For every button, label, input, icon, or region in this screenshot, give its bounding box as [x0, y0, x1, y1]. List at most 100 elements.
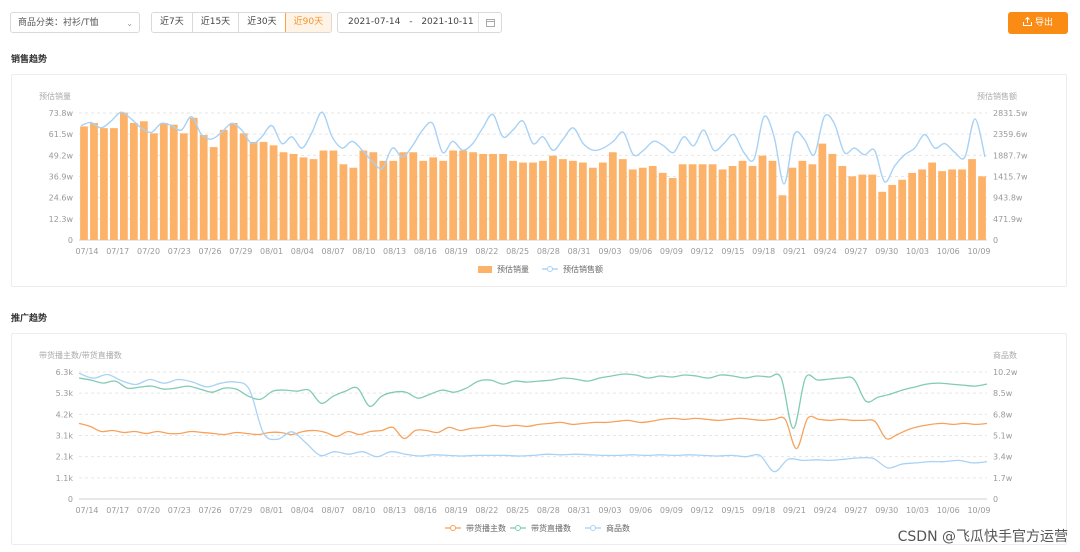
promo-x-tick-label: 09/30	[875, 506, 898, 515]
promo-chart-panel: 0 0 1.1k 1.7w 2.1k 3.4w 3.1k 5.1w 4.2k 6.8w 5.3k 8.…	[11, 333, 1067, 545]
sales-y-tick-label: 61.5w	[49, 130, 74, 139]
legend-swatch-sales-volume	[478, 266, 492, 273]
sales-x-tick-label: 08/22	[475, 247, 498, 256]
sales-bar	[529, 162, 537, 240]
sales-x-tick-label: 08/28	[537, 247, 560, 256]
sales-bar	[818, 143, 827, 240]
range-7d-button[interactable]: 近7天	[152, 13, 193, 32]
sales-bar	[549, 155, 557, 240]
sales-x-tick-label: 08/31	[568, 247, 591, 256]
sales-y-tick-label: 0	[68, 236, 73, 245]
sales-bar	[80, 126, 88, 240]
legend-label-sales-volume: 预估销量	[497, 264, 529, 274]
date-separator: -	[409, 17, 413, 27]
sales-bar	[339, 164, 348, 240]
sales-bar	[648, 166, 657, 240]
legend-label-product-count: 商品数	[606, 523, 630, 533]
export-label: 导出	[1034, 18, 1053, 28]
sales-right-axis-title: 预估销售额	[977, 91, 1017, 101]
sales-bar	[598, 162, 607, 240]
sales-bar	[129, 122, 138, 240]
sales-x-tick-label: 09/24	[814, 247, 837, 256]
promo-right-axis-title: 商品数	[993, 350, 1017, 360]
promo-x-tick-label: 09/09	[660, 506, 683, 515]
sales-bar	[479, 153, 488, 240]
range-30d-button[interactable]: 近30天	[239, 13, 286, 32]
sales-x-tick-label: 09/27	[844, 247, 867, 256]
sales-bar	[618, 159, 627, 240]
promo-x-tick-label: 07/20	[137, 506, 160, 515]
promo-x-tick-label: 08/31	[568, 506, 591, 515]
sales-bar	[469, 152, 478, 240]
sales-bar	[678, 164, 687, 240]
promo-x-tick-label: 08/04	[291, 506, 314, 515]
promo-x-tick-label: 07/29	[229, 506, 252, 515]
sales-bar	[379, 160, 388, 240]
sales-bar	[459, 150, 468, 240]
sales-bar	[369, 152, 378, 240]
sales-bar	[878, 191, 887, 240]
promo-x-tick-label: 08/10	[352, 506, 375, 515]
sales-bar	[968, 159, 976, 240]
sales-bar	[688, 164, 697, 240]
range-90d-button[interactable]: 近90天	[284, 13, 332, 32]
sales-bar	[758, 155, 767, 240]
sales-bar	[159, 122, 168, 240]
sales-bar	[539, 160, 547, 240]
sales-amount-line	[80, 111, 986, 185]
promo-x-tick-label: 10/09	[967, 506, 990, 515]
date-range-buttons: 近7天 近15天 近30天 近90天	[151, 12, 333, 33]
promo-left-axis-title: 带货播主数/带货直播数	[39, 350, 122, 360]
sales-bar	[439, 160, 448, 240]
sales-bar	[628, 169, 637, 240]
sales-x-tick-label: 07/26	[199, 247, 222, 256]
sales-bar	[110, 128, 118, 240]
sales-bar	[499, 153, 507, 240]
promo-y-tick-label: 4.2k	[56, 410, 74, 419]
promo-y2-tick-label: 10.2w	[993, 368, 1018, 377]
promo-x-tick-label: 10/06	[937, 506, 960, 515]
sales-bar	[698, 164, 707, 240]
calendar-icon[interactable]	[478, 13, 501, 32]
sales-y-tick-label: 49.2w	[49, 151, 74, 160]
live-count-line	[78, 373, 988, 430]
sales-y2-tick-label: 1887.7w	[993, 151, 1028, 160]
promo-y2-tick-label: 1.7w	[993, 474, 1013, 483]
sales-x-tick-label: 08/16	[414, 247, 437, 256]
sales-bar	[449, 150, 458, 240]
sales-bar	[329, 150, 338, 240]
sales-bar	[948, 169, 956, 240]
sales-x-tick-label: 07/23	[168, 247, 191, 256]
category-select[interactable]: 商品分类：衬衫/T恤 ⌄	[10, 12, 140, 33]
sales-bar	[559, 159, 567, 240]
sales-bar	[419, 160, 428, 240]
promo-x-tick-label: 09/27	[844, 506, 867, 515]
promo-y-tick-label: 1.1k	[56, 474, 74, 483]
sales-y-tick-label: 12.3w	[49, 215, 74, 224]
promo-y-tick-label: 2.1k	[56, 453, 74, 462]
sales-x-tick-label: 09/09	[660, 247, 683, 256]
sales-bar	[798, 160, 807, 240]
sales-bar	[888, 184, 897, 240]
sales-bar	[668, 178, 677, 240]
date-range-picker[interactable]: 2021-07-14 - 2021-10-11	[337, 12, 502, 33]
sales-bar	[489, 153, 497, 240]
sales-bar	[309, 159, 318, 240]
category-select-label: 商品分类：衬衫/T恤	[18, 18, 99, 28]
promo-x-tick-label: 08/22	[475, 506, 498, 515]
promo-x-tick-label: 08/07	[322, 506, 345, 515]
promo-x-tick-label: 09/06	[629, 506, 652, 515]
legend-marker-streamer-count	[450, 525, 456, 531]
sales-bar	[828, 153, 837, 240]
sales-y2-tick-label: 943.8w	[993, 194, 1023, 203]
sales-x-tick-label: 10/03	[906, 247, 929, 256]
promo-x-tick-label: 09/18	[752, 506, 775, 515]
streamer-count-line	[78, 415, 988, 450]
range-15d-button[interactable]: 近15天	[192, 13, 240, 32]
export-button[interactable]: 导出	[1008, 12, 1068, 34]
sales-x-tick-label: 09/30	[875, 247, 898, 256]
legend-label-streamer-count: 带货播主数	[466, 523, 506, 533]
sales-bar	[179, 133, 188, 240]
sales-bar	[778, 195, 787, 240]
product-count-line	[78, 372, 988, 473]
